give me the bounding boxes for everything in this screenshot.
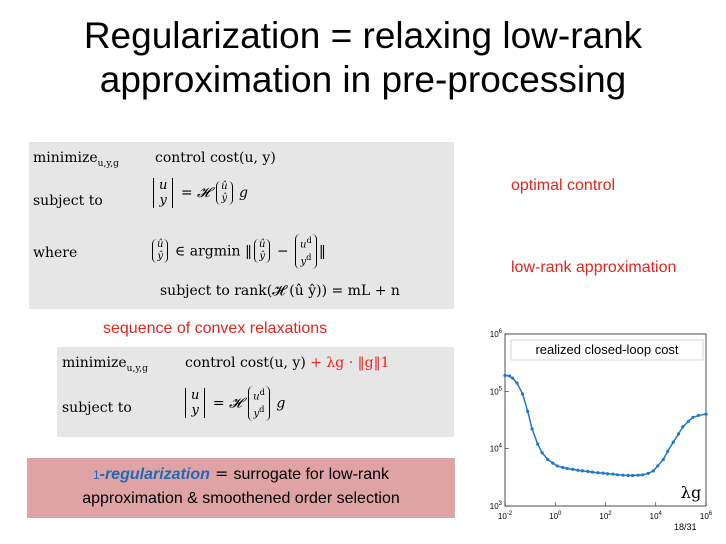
title-line-2: approximation in pre-processing (99, 59, 627, 100)
data-point (596, 471, 600, 475)
x-tick-label: 106 (700, 511, 713, 521)
data-point (641, 473, 645, 477)
data-point (661, 457, 665, 461)
y-tick-label: 106 (490, 329, 503, 339)
subject-to-1: subject to (33, 193, 103, 209)
objective-2: control cost(u, y) + λg · ‖g‖1 (185, 355, 390, 371)
x-tick-label: 104 (650, 511, 663, 521)
minimize-2: minimizeu,y,g (62, 355, 148, 374)
regularization-callout: 1-regularization = surrogate for low-ran… (27, 458, 455, 518)
data-point (626, 473, 630, 478)
regularization-term: + λg · ‖g‖1 (310, 355, 390, 371)
label-sequence: sequence of convex relaxations (103, 320, 328, 337)
data-point (656, 464, 660, 468)
data-point (671, 440, 675, 444)
data-point (621, 473, 625, 477)
callout-line-1: 1-regularization = surrogate for low-ran… (92, 464, 390, 483)
data-point (586, 469, 590, 474)
optimization-problem-2 (57, 347, 454, 437)
data-point (530, 427, 534, 431)
rank-constraint: subject to rank(𝓗 (û ŷ)) = mL + n (160, 283, 400, 299)
subject-to-2: subject to (62, 400, 132, 416)
x-tick-label: 100 (549, 511, 562, 521)
data-point (704, 412, 708, 416)
data-point (601, 471, 605, 475)
data-point (571, 467, 575, 471)
data-point (666, 449, 670, 453)
callout-line-2: approximation & smoothened order selecti… (82, 490, 400, 507)
data-point (551, 461, 555, 465)
y-tick-label: 105 (490, 386, 503, 396)
label-low-rank: low-rank approximation (511, 259, 677, 276)
data-point (605, 472, 610, 476)
data-point (651, 469, 655, 473)
x-tick-label: 10-2 (498, 511, 513, 521)
data-point (576, 468, 580, 472)
data-point (526, 409, 530, 413)
data-point (580, 469, 584, 473)
closed-loop-cost-chart: 10-2 100 102 104 106 103 104 105 106 realized cl… (490, 329, 713, 521)
x-tick-label: 102 (599, 511, 612, 521)
objective-1: control cost(u, y) (155, 150, 276, 166)
data-point (546, 457, 550, 461)
data-point (507, 374, 512, 378)
data-point (520, 392, 525, 396)
data-point (681, 425, 685, 429)
data-point (676, 432, 681, 436)
data-point (555, 464, 559, 468)
x-axis-label: λg (681, 483, 701, 502)
data-point (696, 413, 701, 418)
where-label: where (33, 245, 78, 261)
data-point (565, 466, 569, 471)
label-optimal-control: optimal control (511, 177, 616, 194)
data-point (691, 415, 695, 420)
data-point (615, 473, 620, 477)
chart-title: realized closed-loop cost (535, 342, 678, 357)
data-point (515, 381, 519, 385)
data-point (510, 376, 515, 380)
data-point (611, 472, 615, 476)
data-point (503, 373, 507, 377)
data-point (561, 465, 565, 470)
title-line-1: Regularization = relaxing low-rank (83, 15, 643, 56)
minimize-1: minimizeu,y,g (33, 150, 119, 169)
page-number: 18/31 (674, 522, 697, 532)
data-point (631, 473, 635, 478)
data-point (540, 451, 544, 455)
data-point (536, 442, 540, 446)
data-point (590, 470, 594, 474)
data-point (646, 471, 650, 476)
chart-title-box (510, 339, 704, 361)
slide-title: Regularization = relaxing low-rank appro… (0, 14, 726, 102)
y-tick-label: 103 (490, 501, 503, 511)
plot-area (504, 333, 707, 507)
data-point (636, 473, 640, 477)
optimization-problem-1 (29, 142, 454, 309)
data-point (686, 419, 691, 423)
y-tick-label: 104 (490, 444, 503, 454)
